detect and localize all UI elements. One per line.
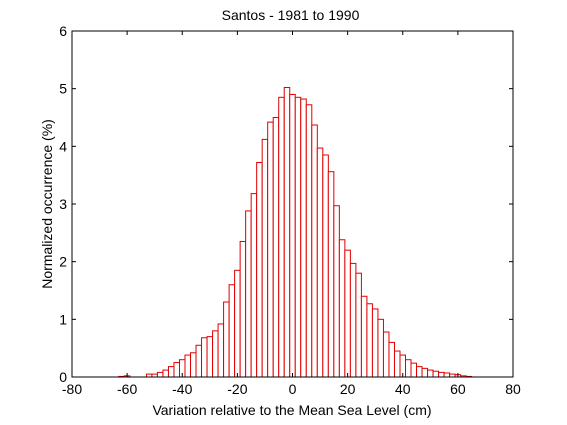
- histogram-bar: [217, 323, 225, 378]
- histogram-bar: [272, 117, 280, 378]
- y-tick-label: 0: [59, 369, 67, 385]
- x-tick-label: -80: [62, 381, 82, 397]
- histogram-bar: [327, 171, 335, 378]
- histogram-bar: [212, 330, 219, 378]
- histogram-bar: [184, 354, 192, 378]
- x-tick-label: -60: [117, 381, 137, 397]
- x-tick-label: 60: [450, 381, 466, 397]
- histogram-bar: [322, 154, 329, 378]
- x-tick-label: 40: [395, 381, 411, 397]
- histogram-bar: [190, 352, 197, 378]
- histogram-bar: [377, 318, 384, 378]
- histogram-bar: [366, 303, 373, 378]
- x-tick-label: 20: [340, 381, 356, 397]
- histogram-bar: [333, 205, 340, 378]
- y-axis-label: Normalized occurrence (%): [39, 119, 55, 289]
- x-tick-label: 80: [505, 381, 521, 397]
- histogram-bar: [349, 262, 357, 378]
- y-tick-label: 2: [59, 254, 67, 270]
- histogram-bar: [201, 337, 208, 378]
- histogram-bar: [283, 87, 291, 378]
- histogram-bar: [156, 371, 164, 378]
- ticks-layer: -80 -60 -40 -20 0 20 40 60 80 0 1 2 3 4 5 6: [59, 23, 521, 397]
- histogram-bar: [162, 369, 169, 378]
- histogram-bar: [311, 124, 318, 378]
- histogram-bar: [256, 161, 263, 378]
- histogram-bar: [267, 121, 274, 378]
- histogram-bar: [405, 359, 412, 378]
- histogram-bar: [344, 249, 351, 378]
- histogram-bar: [167, 366, 175, 378]
- histogram-bar: [234, 269, 241, 378]
- histogram-bar: [289, 93, 296, 378]
- histogram-bar: [305, 104, 313, 378]
- bars-layer: [118, 87, 473, 378]
- histogram-bar: [410, 362, 418, 378]
- x-tick-label: -40: [172, 381, 192, 397]
- x-tick-label: 0: [289, 381, 297, 397]
- y-tick-label: 6: [59, 23, 67, 39]
- histogram-bar: [388, 341, 395, 378]
- histogram-bar: [382, 331, 390, 378]
- histogram-bar: [421, 367, 429, 378]
- x-tick-label: -20: [227, 381, 247, 397]
- histogram-bar: [416, 366, 423, 378]
- histogram-bar: [338, 239, 346, 378]
- histogram-bar: [173, 362, 180, 378]
- histogram-bar: [250, 193, 258, 378]
- histogram-bar: [443, 372, 451, 378]
- y-tick-label: 1: [59, 311, 67, 327]
- histogram-bar: [245, 210, 252, 378]
- histogram-bar: [355, 272, 362, 378]
- y-tick-label: 4: [59, 138, 67, 154]
- histogram-bar: [223, 301, 230, 378]
- x-axis-label: Variation relative to the Mean Sea Level…: [152, 402, 431, 418]
- y-tick-label: 5: [59, 81, 67, 97]
- chart-title: Santos - 1981 to 1990: [222, 7, 360, 23]
- histogram-bar: [427, 369, 434, 378]
- histogram-bar: [360, 295, 368, 378]
- histogram-bar: [438, 371, 445, 378]
- histogram-bar: [432, 370, 440, 378]
- histogram-bar: [371, 308, 379, 378]
- histogram-bar: [316, 147, 324, 378]
- histogram-bar: [278, 96, 285, 378]
- histogram-bar: [393, 350, 401, 378]
- histogram-bar: [239, 240, 247, 378]
- y-tick-label: 3: [59, 196, 67, 212]
- histogram-bar: [228, 284, 236, 378]
- histogram-bar: [294, 96, 302, 378]
- histogram-bar: [206, 336, 214, 378]
- histogram-bar: [261, 138, 269, 378]
- histogram-bar: [195, 344, 203, 378]
- histogram-bar: [300, 98, 307, 378]
